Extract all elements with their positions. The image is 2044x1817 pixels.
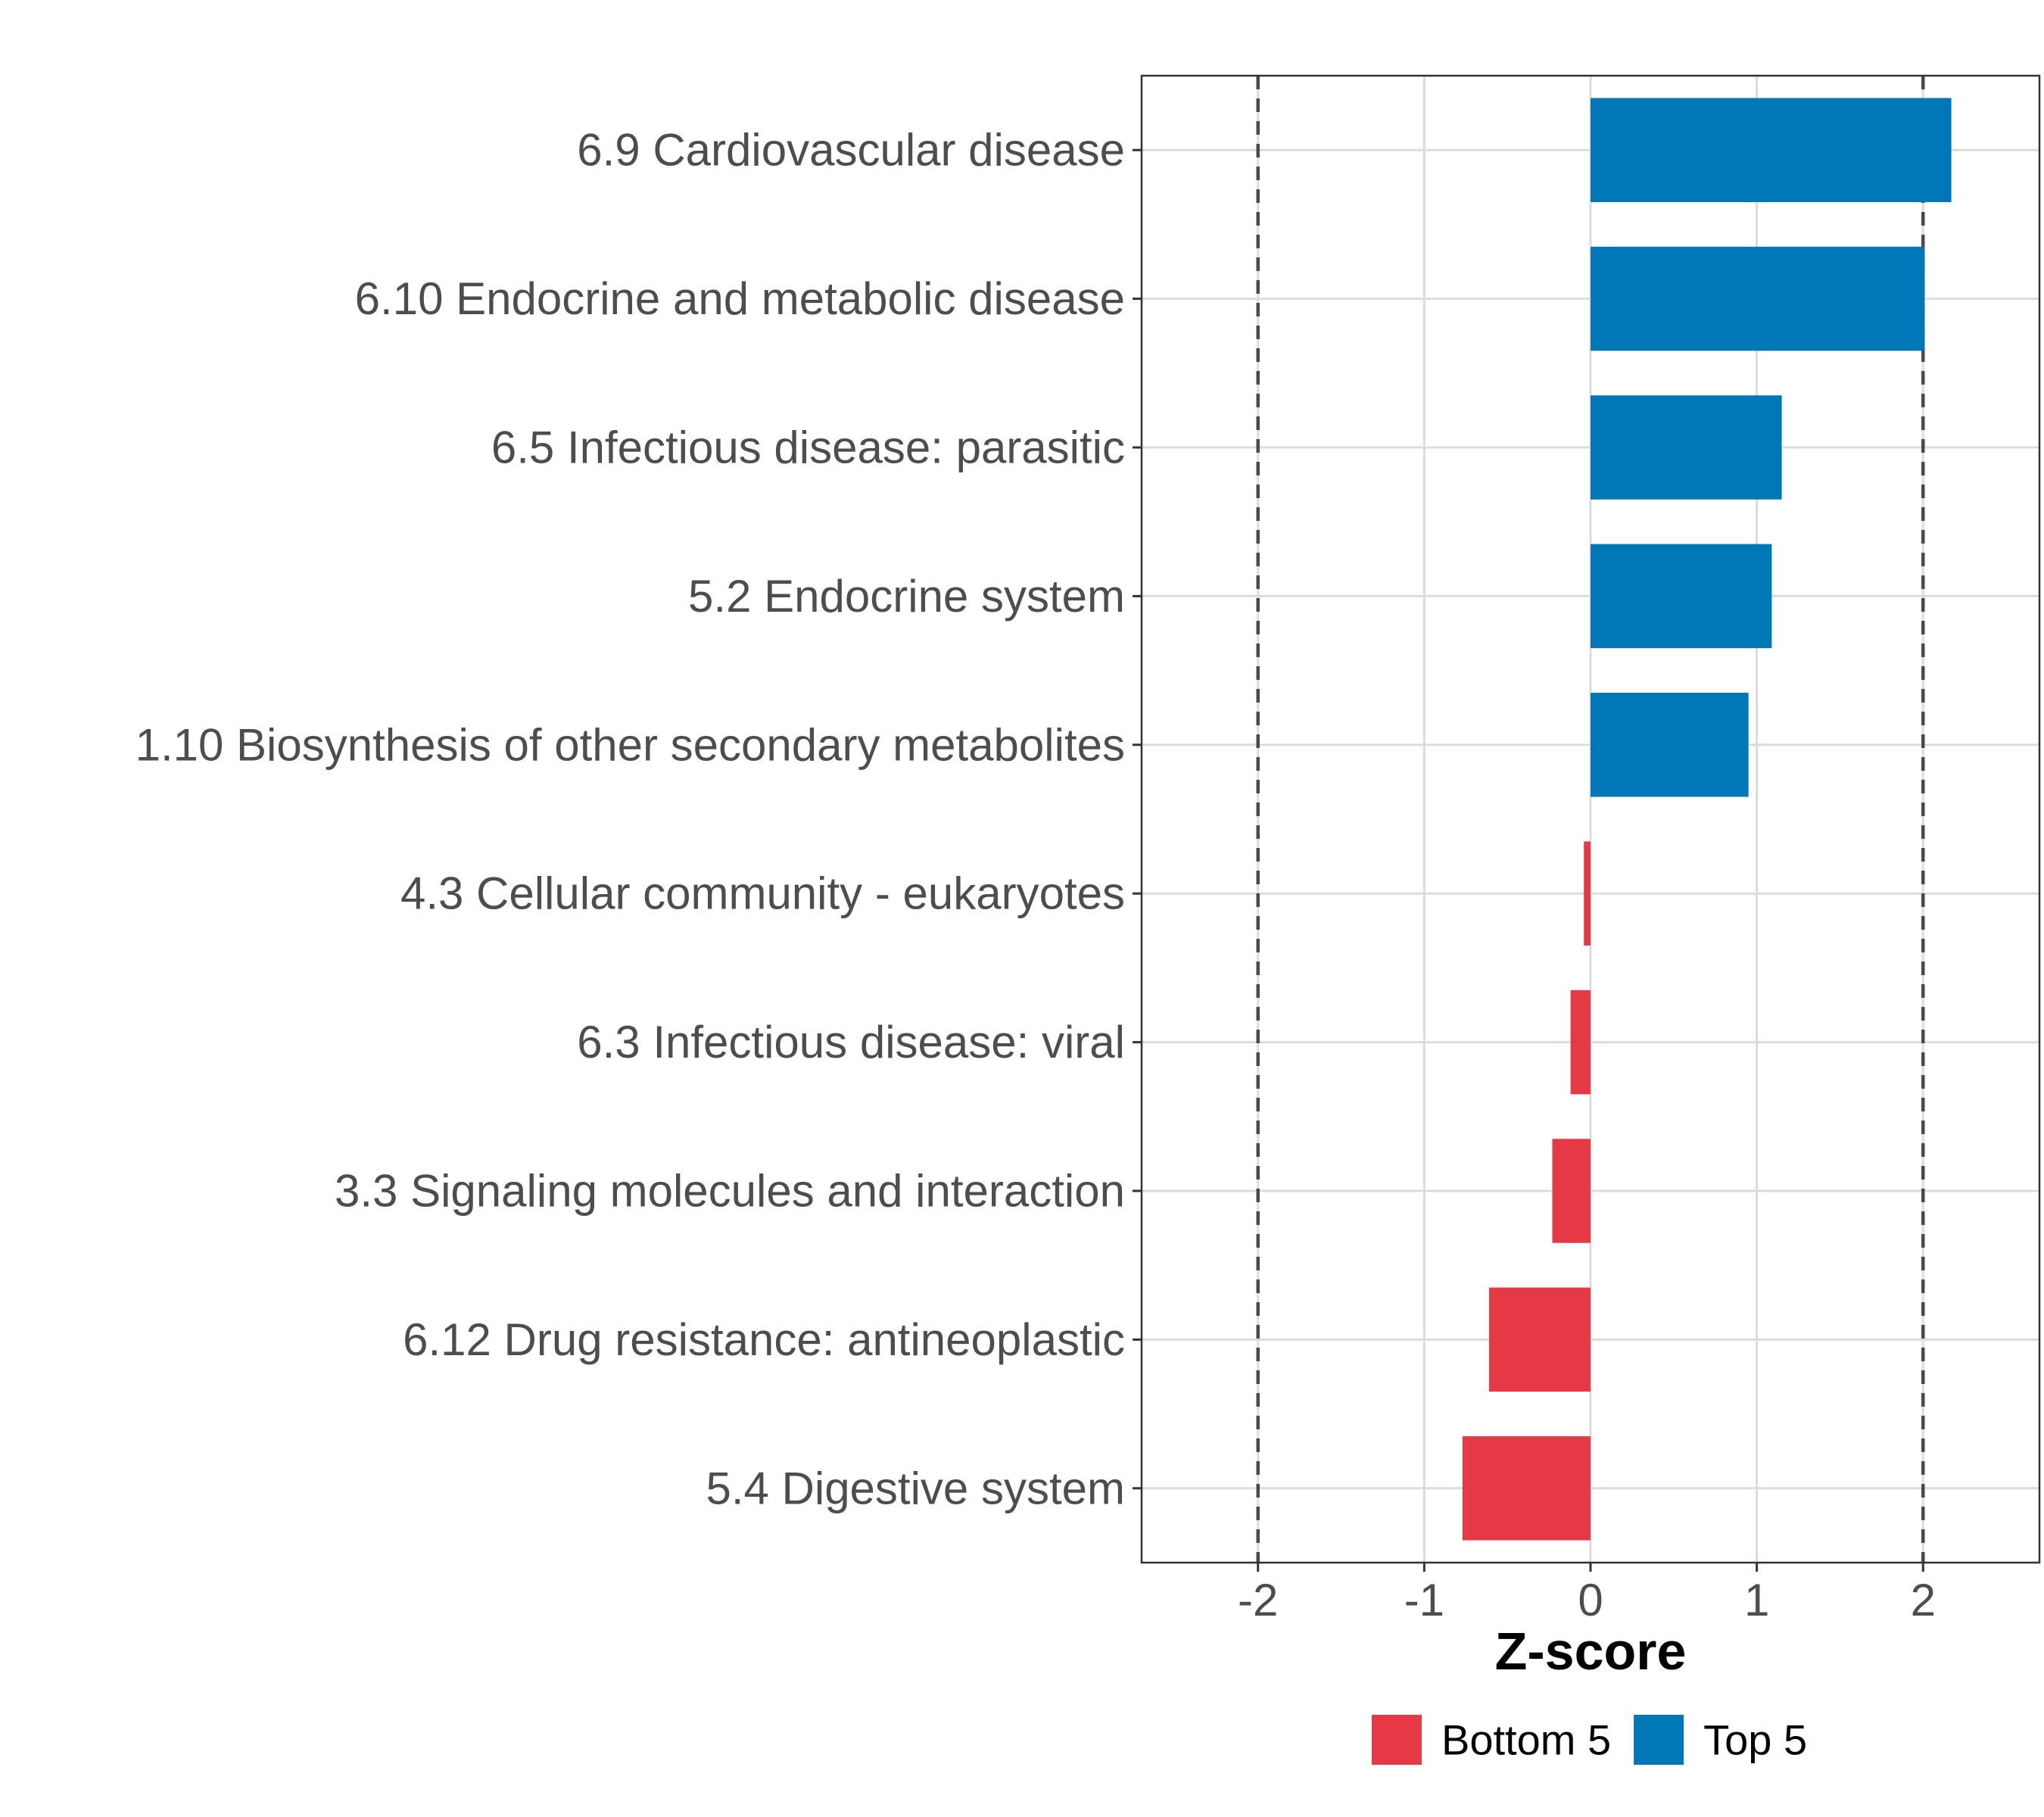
bar [1570, 990, 1591, 1095]
bar [1462, 1436, 1591, 1541]
x-tick-label: 1 [1744, 1575, 1769, 1625]
bar [1489, 1287, 1591, 1392]
category-label: 4.3 Cellular community - eukaryotes [400, 868, 1125, 919]
category-label: 5.4 Digestive system [706, 1463, 1125, 1513]
x-axis-ticks: -2 -1 0 1 2 [1238, 1563, 1936, 1625]
x-axis-title: Z-score [1495, 1622, 1687, 1681]
legend: Bottom 5 Top 5 [1372, 1715, 1807, 1765]
category-label: 6.12 Drug resistance: antineoplastic [403, 1314, 1125, 1365]
category-label: 6.10 Endocrine and metabolic disease [355, 273, 1125, 324]
x-tick-label: -1 [1404, 1575, 1444, 1625]
bar [1591, 98, 1952, 202]
y-axis-ticks: 6.9 Cardiovascular disease 6.10 Endocrine… [136, 125, 1142, 1513]
legend-swatch [1634, 1715, 1684, 1765]
category-label: 6.3 Infectious disease: viral [577, 1017, 1125, 1067]
bar [1591, 544, 1772, 649]
bar [1552, 1139, 1591, 1243]
category-label: 6.5 Infectious disease: parasitic [491, 422, 1125, 473]
bar [1591, 246, 1925, 351]
category-label: 6.9 Cardiovascular disease [577, 125, 1125, 176]
category-label: 5.2 Endocrine system [688, 571, 1125, 622]
bars [1462, 98, 1952, 1541]
legend-label: Bottom 5 [1441, 1716, 1611, 1764]
legend-label: Top 5 [1703, 1716, 1807, 1764]
category-label: 3.3 Signaling molecules and interaction [335, 1166, 1125, 1217]
legend-swatch [1372, 1715, 1422, 1765]
x-tick-label: -2 [1238, 1575, 1278, 1625]
x-tick-label: 2 [1911, 1575, 1936, 1625]
bar [1591, 693, 1749, 797]
x-tick-label: 0 [1578, 1575, 1603, 1625]
bar [1591, 395, 1782, 500]
bar [1584, 841, 1591, 946]
reference-lines [1256, 76, 1925, 1563]
category-label: 1.10 Biosynthesis of other secondary met… [136, 719, 1125, 770]
